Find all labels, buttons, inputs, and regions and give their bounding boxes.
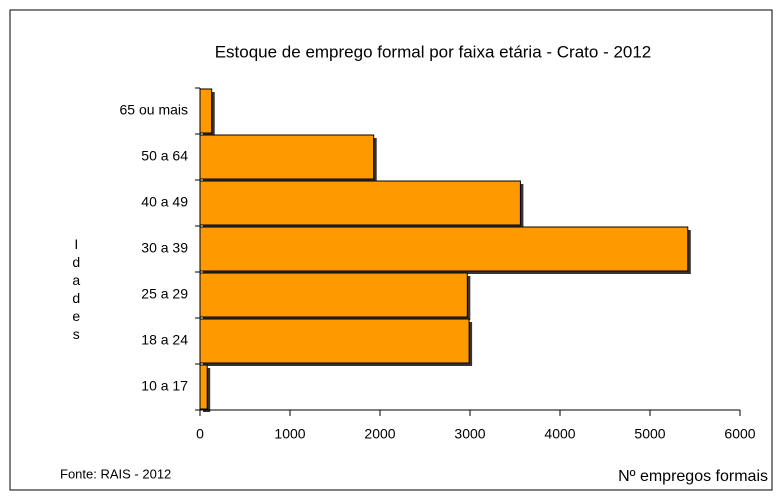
x-tick-label: 6000 (724, 426, 755, 442)
y-tick-label: 50 a 64 (141, 148, 188, 164)
y-tick-label: 30 a 39 (141, 240, 188, 256)
chart-title: Estoque de emprego formal por faixa etár… (215, 42, 652, 61)
bar (199, 180, 521, 226)
y-tick-label: 25 a 29 (141, 286, 188, 302)
bar (199, 88, 213, 134)
x-tick-label: 3000 (454, 426, 485, 442)
x-tick-label: 1000 (274, 426, 305, 442)
y-tick-label: 10 a 17 (141, 378, 188, 394)
y-tick-label: 18 a 24 (141, 332, 188, 348)
x-tick-label: 0 (196, 426, 204, 442)
x-tick-label: 5000 (634, 426, 665, 442)
y-axis-label: Idades (68, 236, 84, 344)
x-axis-label: Nº empregos formais (618, 468, 768, 485)
bar (199, 134, 375, 180)
y-tick-label: 65 ou mais (120, 102, 188, 118)
bar (199, 226, 689, 272)
bar (199, 318, 470, 364)
y-tick-label: 40 a 49 (141, 194, 188, 210)
bar (199, 364, 208, 410)
source-note: Fonte: RAIS - 2012 (60, 466, 171, 481)
bar (199, 272, 468, 318)
x-tick-label: 2000 (364, 426, 395, 442)
x-tick-label: 4000 (544, 426, 575, 442)
